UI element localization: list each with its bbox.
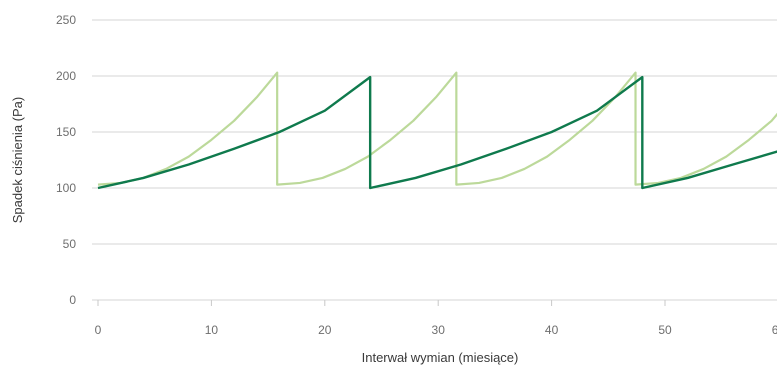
x-tick-label: 10: [205, 323, 219, 337]
x-axis-title: Interwał wymian (miesiące): [362, 350, 519, 365]
y-tick-labels: 0 50 100 150 200 250: [56, 13, 76, 307]
x-tick-label: 40: [545, 323, 559, 337]
y-axis-title: Spadek ciśnienia (Pa): [10, 97, 25, 223]
grid-layer: [92, 19, 777, 301]
y-tick-label: 50: [63, 237, 77, 251]
series-line-1: [97, 71, 777, 186]
y-tick-label: 100: [56, 181, 76, 195]
x-axis-ticks: 0 10 20 30 40 50 60: [95, 300, 777, 337]
series-layer: [97, 71, 777, 190]
y-tick-label: 200: [56, 69, 76, 83]
x-tick-label: 0: [95, 323, 102, 337]
y-tick-label: 0: [69, 293, 76, 307]
x-tick-label: 20: [318, 323, 332, 337]
y-tick-label: 150: [56, 125, 76, 139]
y-tick-label: 250: [56, 13, 76, 27]
x-tick-label: 50: [658, 323, 672, 337]
x-tick-label: 30: [432, 323, 446, 337]
x-tick-label: 60: [772, 323, 777, 337]
series-line-2: [97, 75, 777, 190]
